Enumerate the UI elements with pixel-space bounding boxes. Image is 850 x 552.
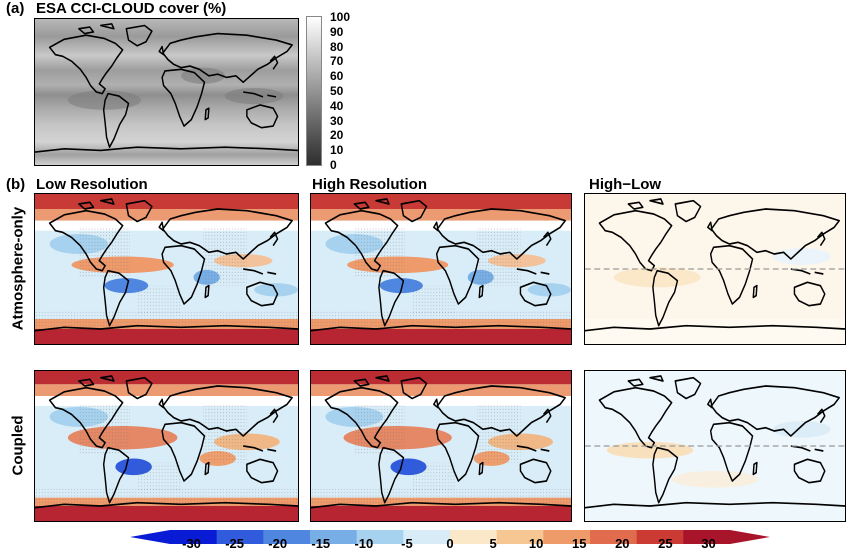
map-atmos-high [310, 193, 572, 345]
colorbar-segment [683, 530, 731, 544]
bias-colorbar-tick: 5 [489, 536, 497, 551]
cloud-cover-tick: 40 [330, 98, 344, 113]
colorbar-segment [170, 530, 218, 544]
cloud-cover-tick: 0 [330, 158, 337, 172]
colorbar-segment [310, 530, 358, 544]
panel-b-label: (b) [6, 176, 26, 193]
colorbar-segment [636, 530, 684, 544]
panel-a-title: ESA CCI-CLOUD cover (%) [36, 0, 227, 17]
bias-colorbar-tick: 20 [615, 536, 630, 551]
bias-colorbar-tick: 30 [701, 536, 716, 551]
colorbar-segment [496, 530, 544, 544]
cloud-cover-tick: 60 [330, 69, 344, 84]
colorbar-segment [450, 530, 498, 544]
row-label-coupled: Coupled [9, 415, 27, 476]
bias-colorbar-tick: -25 [225, 536, 244, 551]
cloud-cover-tick: 80 [330, 39, 344, 54]
map-coupled-low [34, 370, 299, 522]
bias-colorbar-tick: -20 [268, 536, 288, 551]
column-title-high: High Resolution [312, 176, 427, 193]
cloud-cover-tick: 10 [330, 143, 344, 158]
map-atmos-low [34, 193, 299, 345]
bias-colorbar [130, 530, 770, 544]
cloud-cover-tick: 50 [330, 84, 344, 98]
colorbar-segment [403, 530, 451, 544]
colorbar-segment [356, 530, 404, 544]
bias-colorbar-tick: 0 [446, 536, 454, 551]
bias-colorbar-tick: -15 [311, 536, 331, 551]
panel-a-label: (a) [6, 0, 25, 17]
bias-colorbar-tick: -10 [354, 536, 374, 551]
bias-colorbar-tick: -5 [401, 536, 413, 551]
cloud-cover-tick: 20 [330, 128, 344, 143]
bias-colorbar-tick: 15 [571, 536, 587, 551]
colorbar-arrow-left [130, 530, 170, 544]
cloud-cover-map [34, 18, 299, 166]
cloud-cover-tick: 70 [330, 54, 344, 69]
map-atmos-diff [584, 193, 846, 345]
cloud-cover-tick: 100 [330, 10, 351, 24]
cloud-cover-colorbar [306, 16, 322, 166]
row-label-atmosphere-only: Atmosphere-only [9, 206, 27, 331]
colorbar-segment [216, 530, 264, 544]
bias-colorbar-tick: 25 [658, 536, 673, 551]
colorbar-arrow-right [730, 530, 770, 544]
colorbar-segment [590, 530, 638, 544]
cloud-cover-tick: 30 [330, 113, 344, 128]
bias-colorbar-tick: -30 [182, 536, 201, 551]
map-coupled-diff [584, 370, 846, 522]
column-title-diff: High−Low [589, 176, 662, 193]
colorbar-segment [543, 530, 591, 544]
cloud-cover-tick: 90 [330, 24, 344, 39]
column-title-low: Low Resolution [36, 176, 148, 193]
colorbar-segment [263, 530, 311, 544]
map-coupled-high [310, 370, 572, 522]
bias-colorbar-tick: 10 [528, 536, 544, 551]
